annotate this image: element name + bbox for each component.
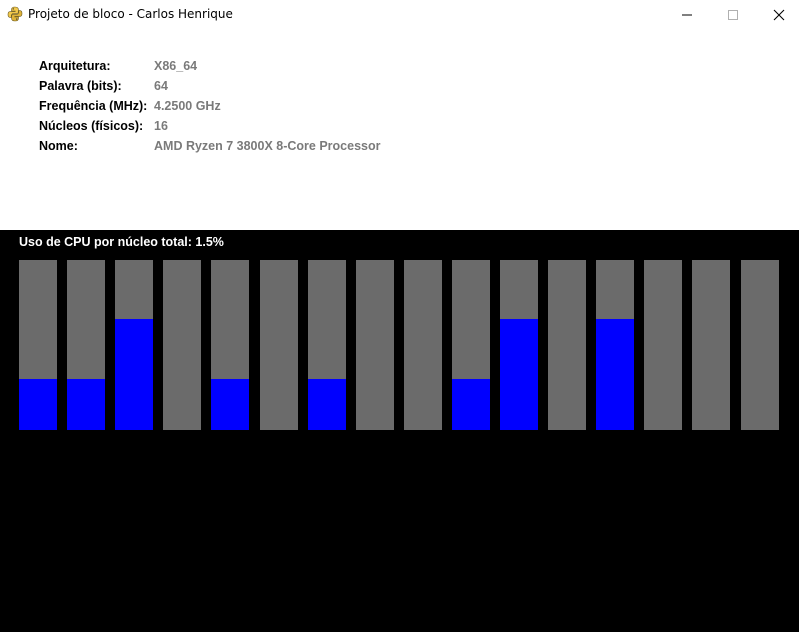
core-usage-fill-1: [19, 379, 57, 430]
core-bar-7: [308, 260, 346, 430]
window-title: Projeto de bloco - Carlos Henrique: [28, 7, 233, 21]
core-bar-5: [211, 260, 249, 430]
core-usage-fill-11: [500, 319, 538, 430]
close-icon: [773, 9, 785, 21]
core-bar-1: [19, 260, 57, 430]
cpu-name-value: AMD Ryzen 7 3800X 8-Core Processor: [154, 139, 381, 153]
core-bar-9: [404, 260, 442, 430]
cores-value: 16: [154, 119, 168, 133]
maximize-button[interactable]: [710, 0, 756, 30]
word-size-label: Palavra (bits):: [39, 79, 122, 93]
maximize-icon: [728, 10, 738, 20]
core-bar-11: [500, 260, 538, 430]
core-bar-14: [644, 260, 682, 430]
core-bar-4: [163, 260, 201, 430]
core-bar-2: [67, 260, 105, 430]
core-bar-15: [692, 260, 730, 430]
core-usage-fill-2: [67, 379, 105, 430]
core-usage-fill-7: [308, 379, 346, 430]
core-bar-13: [596, 260, 634, 430]
cpu-usage-panel: Uso de CPU por núcleo total: 1.5%: [0, 230, 799, 632]
architecture-value: X86_64: [154, 59, 198, 73]
core-bar-8: [356, 260, 394, 430]
minimize-button[interactable]: [664, 0, 710, 30]
core-bar-16: [741, 260, 779, 430]
window-edge: [799, 230, 803, 632]
word-size-value: 64: [154, 79, 168, 93]
core-usage-fill-13: [596, 319, 634, 430]
core-bar-12: [548, 260, 586, 430]
cores-label: Núcleos (físicos):: [39, 119, 144, 133]
frequency-value: 4.2500 GHz: [154, 99, 221, 113]
title-bar: Projeto de bloco - Carlos Henrique: [0, 0, 803, 30]
architecture-label: Arquitetura:: [39, 59, 111, 73]
frequency-label: Frequência (MHz):: [39, 99, 148, 113]
core-usage-fill-10: [452, 379, 490, 430]
core-bar-10: [452, 260, 490, 430]
cpu-info-panel: Arquitetura: X86_64 Palavra (bits): 64 F…: [0, 30, 803, 230]
python-icon: [7, 6, 23, 22]
minimize-icon: [682, 14, 692, 16]
core-bar-3: [115, 260, 153, 430]
core-bar-6: [260, 260, 298, 430]
close-button[interactable]: [756, 0, 802, 30]
core-usage-fill-5: [211, 379, 249, 430]
core-usage-fill-3: [115, 319, 153, 430]
cpu-name-label: Nome:: [39, 139, 78, 153]
cpu-usage-title: Uso de CPU por núcleo total: 1.5%: [19, 235, 224, 249]
